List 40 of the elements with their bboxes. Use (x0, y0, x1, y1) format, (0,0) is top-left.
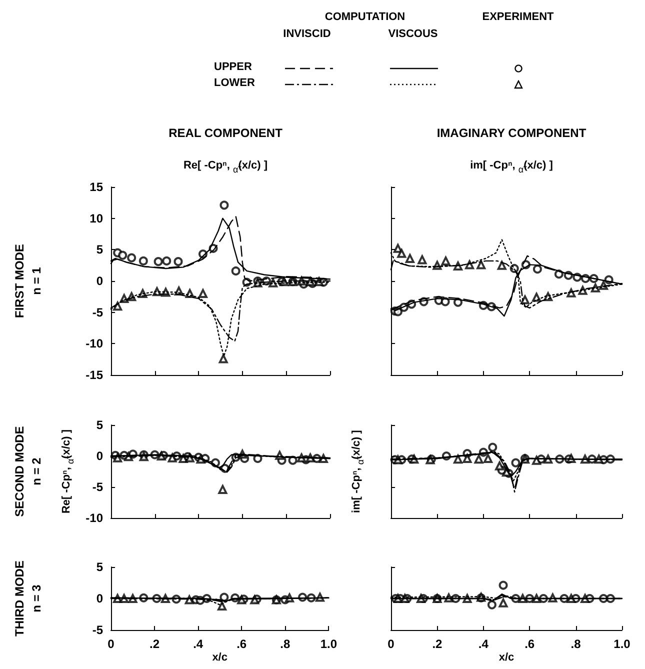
y-tick-label: 0 (96, 592, 104, 606)
x-tick-label: 1.0 (320, 637, 338, 651)
y-tick-label: -15 (86, 368, 104, 382)
text: EXPERIMENT (482, 11, 554, 23)
x-tick-label: .4 (193, 637, 204, 651)
x-tick-label: .2 (150, 637, 160, 651)
x-axis-title: x/c (212, 652, 228, 664)
x-axis-title: x/c (498, 652, 514, 664)
x-tick-label: .2 (432, 637, 443, 651)
text: SECOND MODE n = 2 (12, 426, 44, 517)
x-tick-label: .6 (524, 637, 535, 651)
y-tick-label: 5 (96, 418, 104, 432)
text: UPPER (214, 61, 252, 73)
chart-title: IMAGINARY COMPONENT (436, 126, 587, 140)
x-tick-label: .8 (570, 637, 582, 651)
text: THIRD MODE n = 3 (12, 560, 44, 636)
x-tick-label: .8 (280, 637, 290, 651)
x-tick-label: 1.0 (614, 637, 631, 651)
y-tick-label: 0 (96, 449, 104, 463)
y-tick-label: -10 (86, 511, 104, 525)
y-axis-title: Re[ -Cpⁿ, α̃(x/c) ] (60, 429, 76, 514)
y-tick-label: -5 (92, 305, 104, 320)
y-tick-label: 5 (96, 242, 104, 257)
y-tick-label: -10 (86, 336, 104, 351)
text: INVISCID (283, 28, 331, 40)
x-tick-label: 0 (108, 637, 115, 651)
y-tick-label: 15 (90, 180, 104, 194)
x-tick-label: .6 (236, 637, 247, 651)
y-tick-label: 0 (96, 274, 104, 288)
text: COMPUTATION (324, 11, 406, 23)
x-tick-label: 0 (388, 637, 395, 651)
x-tick-label: .4 (478, 637, 489, 651)
text: VISCOUS (388, 28, 438, 40)
y-tick-label: 10 (90, 211, 104, 226)
chart-title: REAL COMPONENT (168, 126, 284, 140)
y-tick-label: -5 (92, 480, 104, 494)
text: LOWER (214, 77, 255, 89)
y-tick-label: 5 (96, 560, 104, 574)
y-tick-label: -5 (92, 623, 104, 637)
text: FIRST MODE n = 1 (12, 244, 44, 318)
